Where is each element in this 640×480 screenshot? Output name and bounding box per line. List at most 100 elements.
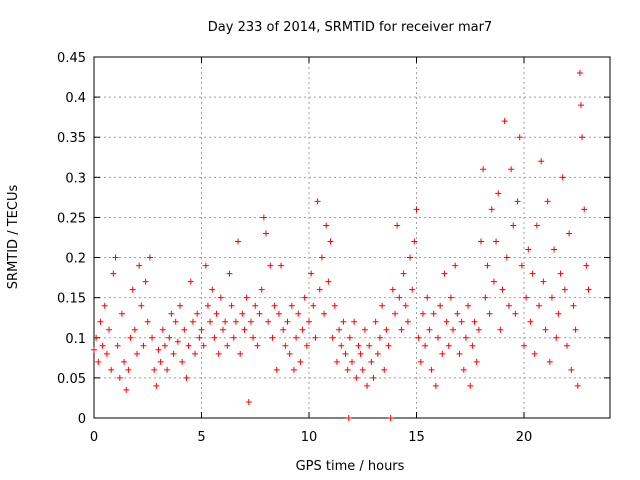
data-point bbox=[254, 342, 261, 349]
data-point bbox=[508, 166, 515, 173]
data-point bbox=[340, 318, 347, 325]
data-point bbox=[269, 334, 276, 341]
data-point bbox=[417, 358, 424, 365]
data-point bbox=[488, 206, 495, 213]
data-point bbox=[278, 262, 285, 269]
data-point bbox=[314, 198, 321, 205]
data-point bbox=[561, 286, 568, 293]
data-point bbox=[333, 358, 340, 365]
data-point bbox=[235, 238, 242, 245]
data-point bbox=[529, 270, 536, 277]
data-point bbox=[415, 334, 422, 341]
data-point bbox=[574, 382, 581, 389]
data-point bbox=[484, 262, 491, 269]
data-point bbox=[220, 326, 226, 333]
data-point bbox=[443, 318, 450, 325]
data-point bbox=[196, 334, 203, 341]
data-point bbox=[426, 326, 433, 333]
data-point bbox=[299, 326, 306, 333]
data-point bbox=[577, 102, 584, 109]
data-point bbox=[181, 326, 188, 333]
data-point bbox=[551, 246, 558, 253]
data-point bbox=[538, 158, 545, 165]
y-tick-label: 0.25 bbox=[57, 211, 86, 226]
data-point bbox=[247, 318, 254, 325]
data-point bbox=[503, 254, 510, 261]
data-point bbox=[546, 358, 553, 365]
data-point bbox=[271, 302, 278, 309]
data-point bbox=[413, 206, 420, 213]
data-point bbox=[353, 374, 360, 381]
data-point bbox=[151, 366, 158, 373]
y-tick-label: 0.1 bbox=[65, 332, 86, 347]
data-point bbox=[241, 326, 248, 333]
data-point bbox=[239, 310, 246, 317]
data-point bbox=[316, 286, 323, 293]
plot-frame bbox=[93, 56, 611, 419]
data-points bbox=[91, 70, 592, 421]
data-point bbox=[396, 294, 403, 301]
data-point bbox=[428, 366, 435, 373]
data-point bbox=[265, 318, 272, 325]
data-point bbox=[108, 366, 115, 373]
data-point bbox=[456, 350, 463, 357]
data-point bbox=[493, 238, 500, 245]
data-point bbox=[134, 350, 140, 357]
data-point bbox=[559, 174, 566, 181]
data-point bbox=[385, 342, 392, 349]
data-point bbox=[93, 334, 100, 341]
y-tick-label: 0.2 bbox=[65, 252, 86, 267]
x-tick-label: 10 bbox=[301, 430, 318, 445]
data-point bbox=[355, 342, 362, 349]
y-tick-label: 0.4 bbox=[65, 91, 86, 106]
data-point bbox=[379, 302, 386, 309]
data-point bbox=[364, 382, 371, 389]
data-point bbox=[583, 262, 590, 269]
data-point bbox=[527, 318, 534, 325]
y-axis-label: SRMTID / TECUs bbox=[6, 185, 21, 290]
data-point bbox=[505, 302, 512, 309]
data-point bbox=[179, 358, 186, 365]
data-point bbox=[146, 254, 153, 261]
data-point bbox=[566, 230, 573, 237]
data-point bbox=[110, 270, 117, 277]
data-point bbox=[297, 358, 304, 365]
data-point bbox=[368, 358, 375, 365]
data-point bbox=[411, 238, 418, 245]
data-point bbox=[501, 118, 508, 125]
data-point bbox=[402, 302, 409, 309]
data-point bbox=[482, 294, 489, 301]
data-point bbox=[112, 254, 119, 261]
data-point bbox=[447, 294, 454, 301]
data-point bbox=[232, 318, 239, 325]
data-point bbox=[383, 326, 390, 333]
data-point bbox=[404, 318, 411, 325]
data-point bbox=[129, 286, 136, 293]
data-point bbox=[430, 310, 437, 317]
data-point bbox=[557, 270, 564, 277]
data-point bbox=[310, 302, 317, 309]
data-point bbox=[284, 318, 291, 325]
data-point bbox=[209, 286, 216, 293]
data-point bbox=[542, 326, 549, 333]
data-point bbox=[490, 278, 497, 285]
data-point bbox=[312, 334, 319, 341]
data-point bbox=[103, 350, 110, 357]
data-point bbox=[318, 254, 325, 261]
data-point bbox=[200, 342, 207, 349]
data-point bbox=[116, 374, 123, 381]
data-point bbox=[445, 342, 452, 349]
data-point bbox=[521, 342, 527, 349]
data-point bbox=[467, 382, 474, 389]
data-point bbox=[308, 270, 315, 277]
data-point bbox=[174, 338, 181, 345]
data-point bbox=[153, 382, 160, 389]
data-point bbox=[164, 366, 171, 373]
y-tick-label: 0.3 bbox=[65, 171, 86, 186]
data-point bbox=[321, 310, 328, 317]
data-point bbox=[523, 294, 530, 301]
data-point bbox=[400, 270, 407, 277]
data-point bbox=[121, 358, 128, 365]
data-point bbox=[581, 206, 588, 213]
